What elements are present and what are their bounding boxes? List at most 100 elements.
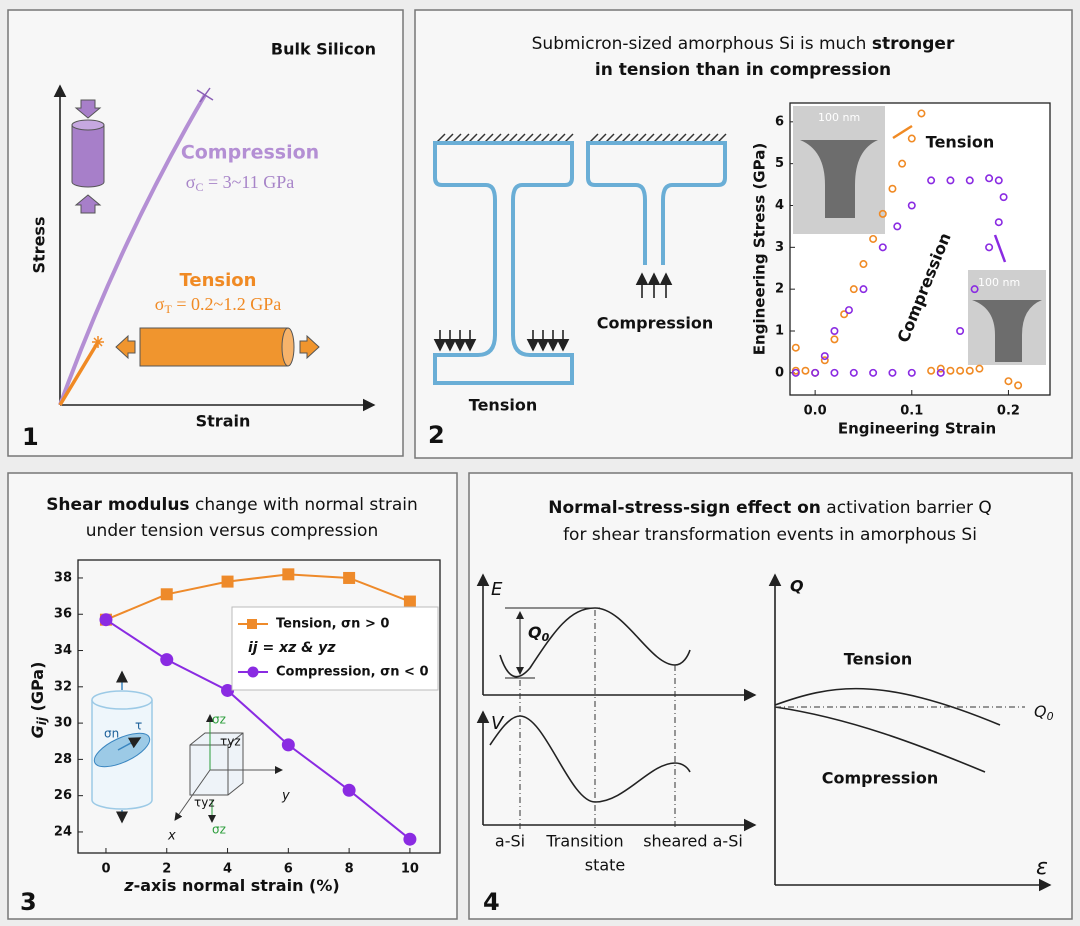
series-line (105, 573, 411, 621)
series-line (105, 618, 411, 840)
data-point (859, 285, 868, 294)
label: ε (1036, 855, 1048, 880)
inset-cube (174, 714, 283, 823)
data-point (849, 368, 858, 377)
cylinder-end (281, 327, 295, 367)
data-point (830, 326, 839, 335)
data-point (791, 368, 800, 377)
tension-label: Tension (180, 270, 257, 291)
fracture-mark (92, 336, 104, 348)
panel-number: 3 (20, 888, 37, 916)
panel-number: 4 (483, 888, 500, 916)
legend-label: Tension, σn > 0 (276, 617, 389, 632)
inset-cylinder (91, 670, 153, 824)
panel-3-content: Shear modulus change with normal strain … (20, 495, 418, 916)
title: Normal-stress-sign effect on activation … (548, 498, 992, 518)
legend-note: ij = xz & yz (248, 640, 336, 656)
arrow (74, 194, 102, 214)
data-point (965, 366, 974, 375)
data-point (907, 134, 916, 143)
y-tick-label: 34 (54, 643, 72, 658)
data-point (975, 364, 984, 373)
label: Compression (822, 769, 939, 788)
label: state (585, 856, 626, 875)
force-arrows (433, 272, 673, 352)
data-point (878, 243, 887, 252)
data-point (936, 364, 945, 373)
data-point (1004, 377, 1013, 386)
subtitle: under tension versus compression (86, 521, 378, 541)
inset-label: τyz (220, 735, 241, 749)
data-point (888, 184, 897, 193)
data-point (221, 575, 234, 588)
y-tick-label: 28 (54, 752, 72, 767)
label: E (491, 579, 503, 600)
arrow (115, 334, 136, 360)
label: Tension (844, 650, 912, 669)
x-label: Engineering Strain (838, 420, 996, 438)
y-tick-label: 6 (775, 114, 784, 129)
x-tick-label: 0.0 (804, 404, 827, 419)
data-point (403, 832, 417, 846)
data-point (907, 368, 916, 377)
panel-number: 2 (428, 421, 445, 449)
hatch (436, 133, 727, 143)
tem-pillar (800, 140, 878, 218)
legend-marker (247, 666, 259, 678)
inset-label: x (167, 829, 176, 844)
annotation: 100 nm (818, 111, 860, 124)
inset-label: τ (135, 719, 142, 733)
tension-specimen (433, 141, 574, 385)
inset-label: y (281, 789, 290, 804)
tension-label: Tension (469, 396, 537, 415)
x-label: Strain (196, 412, 251, 431)
compression-curve (774, 706, 986, 773)
annotation: 100 nm (978, 276, 1020, 289)
data-point (994, 218, 1003, 227)
inset-label: σn (104, 727, 119, 741)
data-point (985, 174, 994, 183)
x-label: z-axis normal strain (%) (123, 876, 339, 895)
data-point (956, 326, 965, 335)
data-point (893, 222, 902, 231)
title: Submicron-sized amorphous Si is much str… (532, 34, 955, 54)
cylinder-top (71, 119, 105, 131)
y-tick-label: 2 (775, 282, 784, 297)
compression-strength: σC = 3~11 GPa (186, 172, 294, 194)
label: V (491, 713, 505, 734)
data-point (869, 368, 878, 377)
cylinder (139, 327, 289, 367)
data-point (160, 653, 174, 667)
data-point (927, 176, 936, 185)
x-tick-label: 0.1 (900, 404, 923, 419)
data-point (840, 310, 849, 319)
panel-4 (468, 472, 1073, 920)
arrow (74, 99, 102, 119)
data-point (970, 285, 979, 294)
data-point (221, 683, 235, 697)
label: Q (790, 577, 804, 596)
data-point (956, 366, 965, 375)
y-label: Gij (GPa) (28, 662, 49, 739)
y-tick-label: 5 (775, 156, 784, 171)
tem-pillar (972, 300, 1042, 362)
data-point (820, 356, 829, 365)
data-point (917, 109, 926, 118)
tension-curve (774, 687, 1001, 726)
y-label: Engineering Stress (GPa) (751, 143, 769, 355)
data-point (281, 738, 295, 752)
y-tick-label: 26 (54, 788, 72, 803)
data-point (869, 234, 878, 243)
x-tick-label: 10 (401, 862, 419, 877)
data-point (160, 588, 173, 601)
x-tick-label: 2 (162, 862, 171, 877)
data-point (888, 368, 897, 377)
data-point (946, 366, 955, 375)
y-tick-label: 32 (54, 679, 72, 694)
compression-curve (58, 93, 207, 406)
compression-label: Compression (181, 142, 319, 164)
data-point (342, 783, 356, 797)
inset-label: σz (212, 713, 226, 727)
y-tick-label: 36 (54, 607, 72, 622)
